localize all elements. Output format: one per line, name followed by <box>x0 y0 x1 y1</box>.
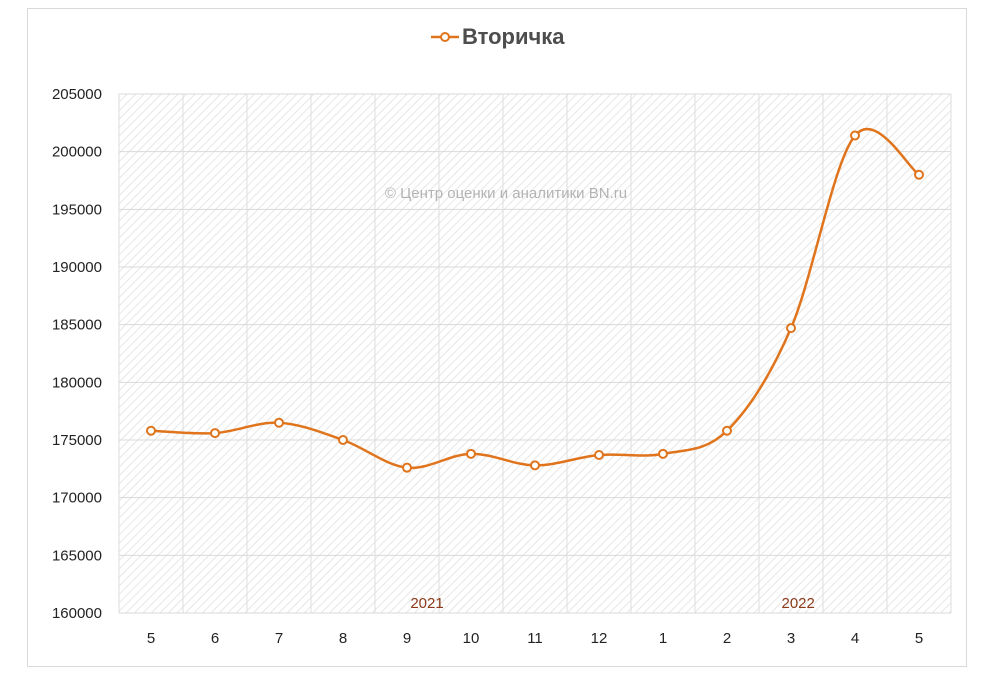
x-tick-label: 3 <box>787 630 795 647</box>
gridlines <box>118 93 952 614</box>
data-points <box>146 130 924 473</box>
x-tick-label: 4 <box>851 630 859 647</box>
data-point <box>274 417 284 428</box>
y-tick-label: 185000 <box>52 317 102 334</box>
y-tick-label: 170000 <box>52 490 102 507</box>
x-tick-label: 10 <box>463 630 480 647</box>
chart-title: Вторичка <box>462 24 565 49</box>
data-point <box>786 323 796 334</box>
y-tick-label: 195000 <box>52 201 102 218</box>
year-labels: 2021 2022 <box>410 595 815 612</box>
watermark: © Центр оценки и аналитики BN.ru <box>385 185 627 202</box>
y-tick-label: 180000 <box>52 374 102 391</box>
y-tick-label: 205000 <box>52 86 102 103</box>
data-point <box>338 435 348 445</box>
x-tick-label: 2 <box>723 630 731 647</box>
data-point <box>146 425 156 436</box>
data-point <box>658 448 668 459</box>
x-tick-label: 7 <box>275 630 283 647</box>
plot-area <box>119 94 951 613</box>
x-tick-label: 5 <box>147 630 155 647</box>
x-tick-label: 11 <box>527 630 543 647</box>
y-tick-label: 160000 <box>52 605 102 622</box>
data-point <box>402 462 412 473</box>
x-tick-label: 1 <box>659 630 667 647</box>
x-tick-label: 9 <box>403 630 411 647</box>
year-label: 2022 <box>782 595 815 612</box>
data-point <box>210 428 220 439</box>
x-axis: 5 6 7 8 9 10 11 12 1 2 3 4 5 <box>147 630 923 647</box>
series-line-vtorichka <box>150 127 920 470</box>
y-tick-label: 200000 <box>52 144 102 161</box>
y-axis: 160000 165000 170000 175000 180000 185000 1900… <box>52 86 102 622</box>
x-tick-label: 8 <box>339 630 347 647</box>
y-tick-label: 190000 <box>52 259 102 276</box>
data-point <box>850 130 860 141</box>
data-point <box>466 448 476 459</box>
y-tick-label: 175000 <box>52 432 102 449</box>
y-tick-label: 165000 <box>52 547 102 564</box>
year-label: 2021 <box>410 595 443 612</box>
x-tick-label: 12 <box>591 630 608 647</box>
legend: Вторичка <box>431 24 565 49</box>
data-point <box>530 460 540 471</box>
x-tick-label: 5 <box>915 630 923 647</box>
data-point <box>914 169 924 180</box>
data-point <box>722 425 732 436</box>
x-tick-label: 6 <box>211 630 219 647</box>
legend-point-marker <box>440 32 450 42</box>
data-point <box>594 449 604 460</box>
